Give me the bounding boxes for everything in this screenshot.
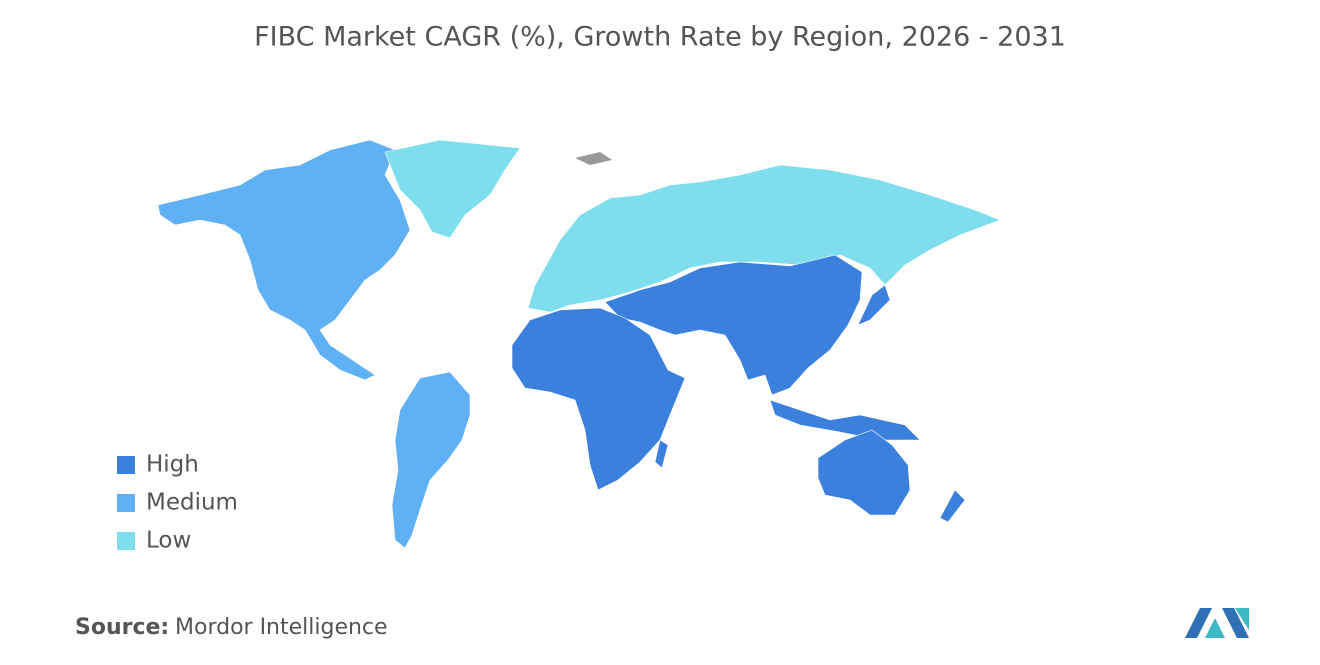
asia: [604, 254, 863, 396]
legend-swatch: [117, 494, 135, 512]
source-text: Mordor Intelligence: [175, 615, 388, 640]
source-label: Source:: [75, 615, 169, 640]
legend: High Medium Low: [117, 452, 238, 554]
world-map: [157, 139, 1001, 549]
japan: [857, 284, 891, 326]
no-data-region: [575, 152, 612, 165]
legend-label: Medium: [146, 490, 238, 516]
north-america: [157, 139, 411, 381]
africa: [511, 307, 686, 491]
new-zealand: [939, 489, 966, 523]
europe-russia: [527, 164, 1001, 313]
greenland: [384, 139, 521, 239]
legend-swatch: [117, 456, 135, 474]
legend-label: High: [146, 452, 199, 478]
chart-title: FIBC Market CAGR (%), Growth Rate by Reg…: [254, 22, 1066, 53]
madagascar: [654, 439, 669, 469]
south-america: [391, 371, 471, 549]
se-asia: [769, 399, 921, 441]
australia: [817, 429, 911, 516]
legend-swatch: [117, 532, 135, 550]
logo: [1185, 608, 1249, 638]
legend-label: Low: [146, 528, 191, 554]
